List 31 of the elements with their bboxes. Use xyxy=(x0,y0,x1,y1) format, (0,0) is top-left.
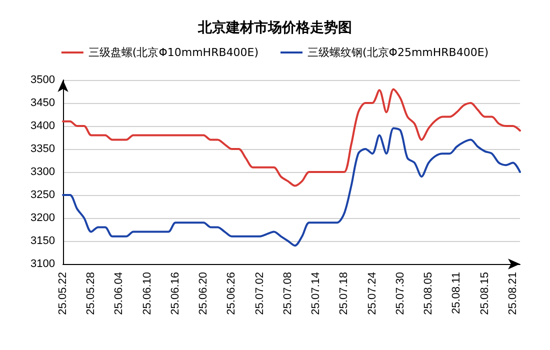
x-tick-label: 25.08.05 xyxy=(422,272,435,315)
x-tick-label: 25.08.15 xyxy=(478,272,491,315)
y-tick-label: 3100 xyxy=(30,258,55,270)
x-tick-label: 25.07.30 xyxy=(394,272,406,315)
legend-label: 三级螺纹钢(北京Φ25mmHRB400E) xyxy=(308,46,489,59)
y-tick-label: 3150 xyxy=(30,235,55,247)
x-tick-label: 25.06.10 xyxy=(141,272,154,315)
x-tick-label: 25.07.18 xyxy=(338,272,350,315)
x-tick-label: 25.06.16 xyxy=(169,272,182,315)
x-tick-label: 25.08.21 xyxy=(506,272,519,315)
y-tick-label: 3200 xyxy=(30,212,55,224)
x-tick-label: 25.05.22 xyxy=(57,272,69,315)
x-tick-label: 25.07.24 xyxy=(366,272,378,315)
chart-title: 北京建材市场价格走势图 xyxy=(197,19,352,36)
x-tick-label: 25.08.11 xyxy=(450,272,463,314)
y-tick-label: 3500 xyxy=(30,74,55,86)
y-tick-label: 3350 xyxy=(30,143,55,155)
line-series xyxy=(62,88,521,187)
x-tick-label: 25.07.08 xyxy=(282,272,294,315)
y-tick-label: 3450 xyxy=(30,97,55,109)
x-tick-label: 25.06.04 xyxy=(113,272,126,315)
x-tick-label: 25.07.14 xyxy=(310,272,322,315)
y-tick-label: 3300 xyxy=(30,166,55,178)
y-tick-label: 3400 xyxy=(30,120,55,132)
legend-label: 三级盘螺(北京Φ10mmHRB400E) xyxy=(88,46,258,59)
y-tick-label: 3250 xyxy=(30,189,55,201)
x-tick-label: 25.06.26 xyxy=(226,272,238,315)
line-series xyxy=(62,127,521,247)
x-tick-label: 25.05.28 xyxy=(85,272,98,315)
x-tick-label: 25.06.20 xyxy=(198,272,210,315)
x-tick-label: 25.07.02 xyxy=(254,272,266,315)
